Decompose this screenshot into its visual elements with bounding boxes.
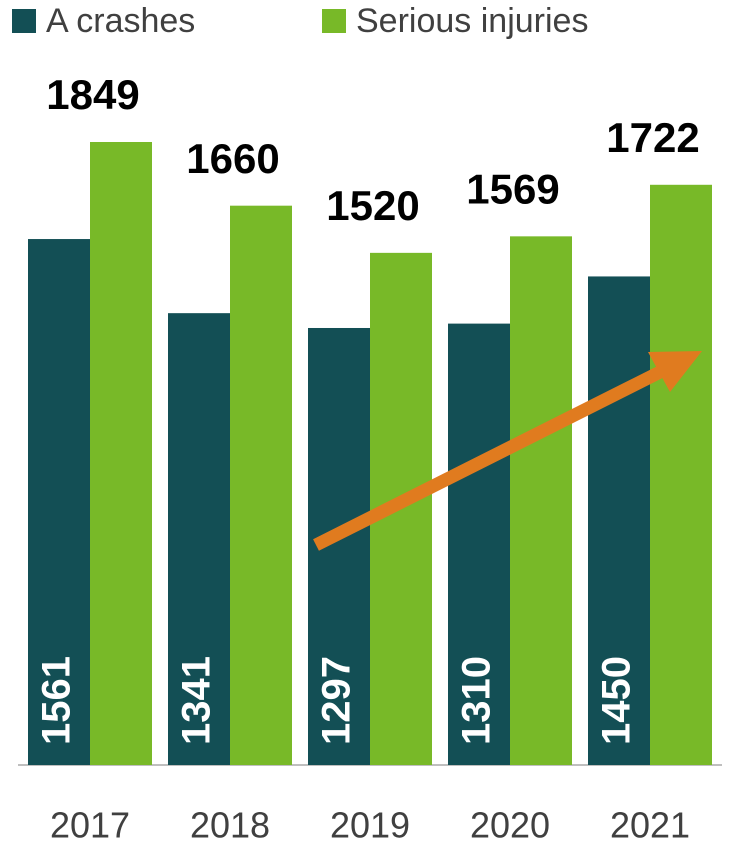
arrow-head [648, 351, 702, 392]
bar-value-label: 1569 [466, 165, 559, 212]
bar [230, 205, 292, 765]
trend-arrow [313, 351, 702, 551]
legend-swatch [12, 9, 36, 33]
legend-label: A crashes [46, 2, 195, 40]
bar-value-label: 1660 [186, 135, 279, 182]
bar-value-label: 1561 [35, 656, 79, 745]
x-tick-label: 2018 [190, 805, 270, 846]
bar-value-label: 1520 [326, 182, 419, 229]
bar-value-label: 1722 [606, 114, 699, 161]
arrow-shaft [313, 360, 675, 551]
x-tick-label: 2017 [50, 805, 130, 846]
bar [168, 313, 230, 765]
bar-value-label: 1310 [455, 656, 499, 745]
legend-swatch [322, 9, 346, 33]
bar [588, 276, 650, 765]
bar [90, 142, 152, 765]
bar [650, 184, 712, 765]
x-tick-label: 2019 [330, 805, 410, 846]
bar-value-label: 1450 [595, 656, 639, 745]
x-tick-label: 2020 [470, 805, 550, 846]
bar [448, 323, 510, 765]
x-tick-label: 2021 [610, 805, 690, 846]
bar-value-label: 1849 [46, 71, 139, 118]
legend-label: Serious injuries [356, 2, 588, 40]
bar [28, 239, 90, 766]
bar-value-label: 1297 [315, 656, 359, 745]
bar [510, 236, 572, 765]
bar-value-label: 1341 [175, 656, 219, 745]
